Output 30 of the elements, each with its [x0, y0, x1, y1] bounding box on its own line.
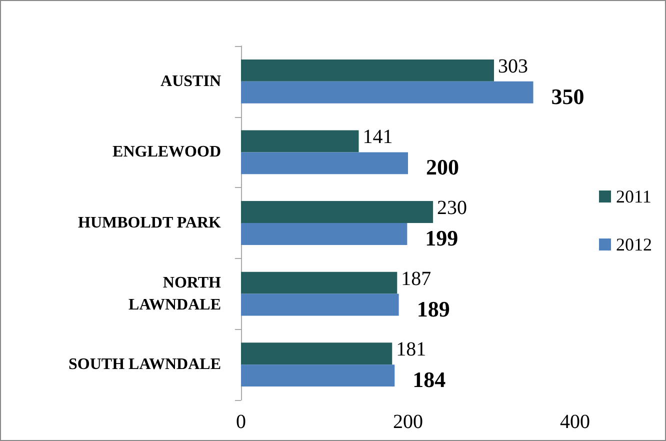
bar: [241, 81, 534, 104]
data-label: 184: [412, 367, 446, 392]
y-tick-label: SOUTH LAWNDALE: [68, 356, 221, 374]
bar: [241, 294, 399, 316]
bar: [241, 130, 359, 152]
y-tick-label: AUSTIN: [160, 72, 222, 90]
data-label: 230: [437, 197, 468, 220]
bar: [241, 364, 395, 387]
data-label: 350: [551, 84, 584, 109]
bar: [241, 201, 434, 223]
data-label: 181: [396, 338, 426, 361]
bar: [241, 272, 398, 294]
data-label: 199: [425, 225, 458, 250]
bar: [241, 59, 494, 82]
legend-label: 2012: [616, 234, 652, 254]
data-label: 187: [401, 268, 432, 290]
data-label: 189: [416, 296, 450, 322]
bar: [241, 342, 392, 365]
bar: [241, 223, 408, 245]
data-label: 200: [426, 154, 459, 180]
x-tick-label: 200: [393, 411, 423, 433]
x-tick-label: 0: [236, 411, 246, 433]
bar: [241, 152, 408, 174]
data-label: 303: [498, 55, 528, 78]
legend-label: 2011: [616, 186, 652, 206]
x-tick-label: 400: [560, 411, 590, 433]
y-tick-label: NORTH LAWNDALE: [128, 274, 222, 314]
data-label: 141: [362, 126, 393, 148]
y-tick-label: HUMBOLDT PARK: [78, 214, 222, 232]
y-tick-label: ENGLEWOOD: [112, 144, 221, 161]
